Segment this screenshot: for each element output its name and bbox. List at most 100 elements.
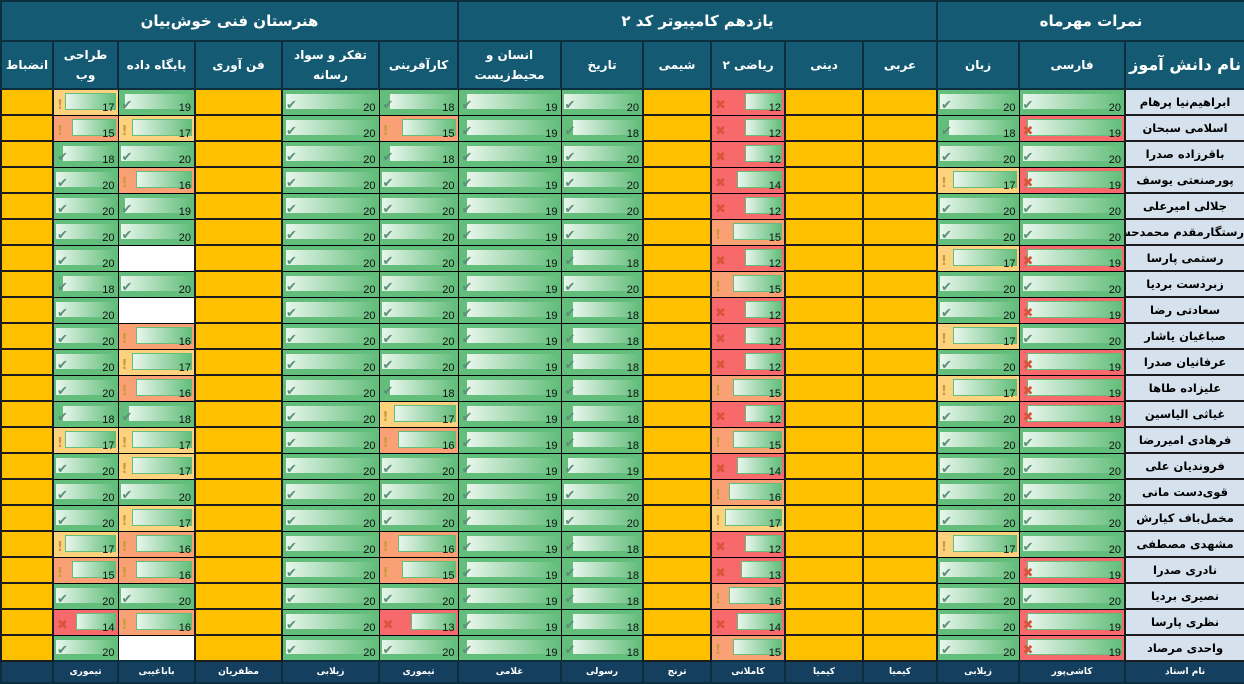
student-name[interactable]: فرهادی امیررضا	[1124, 426, 1244, 454]
teacher-name[interactable]: مظفریان	[194, 660, 284, 684]
grade-cell[interactable]: ✖ 19	[1018, 374, 1126, 402]
grade-cell[interactable]: ✔ 20	[378, 504, 459, 532]
grade-cell[interactable]: ! 17	[936, 166, 1020, 194]
empty-grade-cell[interactable]	[0, 114, 55, 142]
grade-cell[interactable]: ✔ 20	[52, 166, 119, 194]
student-name[interactable]: واحدی مرصاد	[1124, 634, 1244, 662]
empty-grade-cell[interactable]	[642, 530, 713, 558]
empty-grade-cell[interactable]	[642, 140, 713, 168]
empty-grade-cell[interactable]	[784, 348, 865, 376]
column-header[interactable]: انسان و محیط‌زیست	[457, 40, 563, 90]
teacher-name[interactable]: کیمیا	[862, 660, 939, 684]
grade-cell[interactable]: ✖ 12	[710, 400, 786, 428]
grade-cell[interactable]: ! 16	[117, 374, 196, 402]
grade-cell[interactable]: ✔ 20	[936, 608, 1020, 636]
grade-cell[interactable]: ✖ 12	[710, 140, 786, 168]
grade-cell[interactable]: ✔ 20	[281, 452, 380, 480]
grade-cell[interactable]: ✔ 19	[457, 322, 562, 350]
group-header[interactable]: نمرات مهرماه	[936, 0, 1244, 42]
grade-cell[interactable]: ✔ 19	[457, 114, 562, 142]
grade-cell[interactable]: ✖ 12	[710, 322, 786, 350]
grade-cell[interactable]: ✔ 20	[52, 244, 119, 272]
grade-cell[interactable]: ✔ 20	[936, 556, 1020, 584]
empty-grade-cell[interactable]	[642, 608, 713, 636]
grade-cell[interactable]: ✔ 18	[560, 400, 644, 428]
grade-cell[interactable]: ✔ 20	[281, 166, 380, 194]
grade-cell[interactable]: ✔ 20	[1018, 452, 1126, 480]
grade-cell[interactable]: ✔ 18	[560, 608, 644, 636]
student-name-header[interactable]: نام دانش آموز	[1124, 40, 1244, 90]
grade-cell[interactable]: ! 16	[117, 322, 196, 350]
grade-cell[interactable]: ✔ 19	[457, 478, 562, 506]
empty-grade-cell[interactable]	[0, 608, 55, 636]
grade-cell[interactable]: ✔ 20	[117, 140, 196, 168]
grade-cell[interactable]: ✔ 20	[936, 426, 1020, 454]
grade-cell[interactable]: ✔ 20	[1018, 582, 1126, 610]
grade-cell[interactable]: ✖ 19	[1018, 608, 1126, 636]
grade-cell[interactable]: ! 15	[710, 270, 786, 298]
empty-grade-cell[interactable]	[0, 348, 55, 376]
empty-grade-cell[interactable]	[862, 452, 939, 480]
grade-cell[interactable]: ✔ 20	[281, 322, 380, 350]
empty-grade-cell[interactable]	[642, 88, 713, 116]
grade-cell[interactable]: ✔ 20	[378, 192, 459, 220]
student-name[interactable]: غیاثی الیاسین	[1124, 400, 1244, 428]
student-name[interactable]: جلالی امیرعلی	[1124, 192, 1244, 220]
grade-cell[interactable]: ✖ 12	[710, 114, 786, 142]
student-name[interactable]: نظری پارسا	[1124, 608, 1244, 636]
empty-grade-cell[interactable]	[862, 348, 939, 376]
grade-cell[interactable]: ✔ 20	[52, 582, 119, 610]
grade-cell[interactable]: ✔ 20	[52, 374, 119, 402]
grade-cell[interactable]: ✔ 20	[936, 452, 1020, 480]
grade-cell[interactable]: ✔ 20	[52, 504, 119, 532]
student-name[interactable]: نادری صدرا	[1124, 556, 1244, 584]
grade-cell[interactable]: ✔ 20	[281, 270, 380, 298]
grade-cell[interactable]: ✔ 20	[281, 582, 380, 610]
empty-grade-cell[interactable]	[642, 556, 713, 584]
grade-cell[interactable]: ✔ 19	[457, 400, 562, 428]
column-header[interactable]: عربی	[862, 40, 939, 90]
grade-cell[interactable]: ! 16	[117, 166, 196, 194]
teacher-name[interactable]: غلامی	[457, 660, 563, 684]
grade-cell[interactable]: ✖ 12	[710, 244, 786, 272]
grade-cell[interactable]: ✔ 20	[281, 556, 380, 584]
student-name[interactable]: باقرزاده صدرا	[1124, 140, 1244, 168]
grade-cell[interactable]: ✔ 20	[378, 166, 459, 194]
empty-grade-cell[interactable]	[642, 452, 713, 480]
empty-grade-cell[interactable]	[194, 192, 284, 220]
grade-cell[interactable]: ! 17	[936, 530, 1020, 558]
empty-grade-cell[interactable]	[0, 400, 55, 428]
grade-cell[interactable]: ✔ 19	[457, 634, 562, 662]
grade-cell[interactable]: ✔ 20	[378, 296, 459, 324]
grade-cell[interactable]: ✔ 20	[281, 374, 380, 402]
grade-cell[interactable]: ✔ 18	[560, 426, 644, 454]
teacher-name[interactable]: رسولی	[560, 660, 645, 684]
student-name[interactable]: مشهدی مصطفی	[1124, 530, 1244, 558]
teacher-name[interactable]: کیمیا	[784, 660, 865, 684]
grade-cell[interactable]: ✔ 19	[457, 296, 562, 324]
grade-cell[interactable]: ✔ 20	[936, 634, 1020, 662]
empty-grade-cell[interactable]	[784, 244, 865, 272]
empty-grade-cell[interactable]	[194, 400, 284, 428]
grade-cell[interactable]: ✖ 12	[710, 530, 786, 558]
grade-cell[interactable]: ! 17	[52, 530, 119, 558]
student-name[interactable]: فروندیان علی	[1124, 452, 1244, 480]
grade-cell[interactable]: ✔ 20	[560, 88, 644, 116]
empty-grade-cell[interactable]	[194, 582, 284, 610]
empty-grade-cell[interactable]	[862, 88, 939, 116]
column-header[interactable]: تفکر و سواد رسانه	[281, 40, 381, 90]
empty-grade-cell[interactable]	[862, 374, 939, 402]
grade-cell[interactable]: ✔ 20	[936, 270, 1020, 298]
grade-cell[interactable]: ✔ 19	[457, 530, 562, 558]
teacher-name[interactable]	[0, 660, 55, 684]
empty-grade-cell[interactable]	[642, 296, 713, 324]
grade-cell[interactable]: ! 16	[378, 426, 459, 454]
grade-cell[interactable]: ✔ 20	[378, 322, 459, 350]
grade-cell[interactable]: ✔ 20	[936, 296, 1020, 324]
empty-grade-cell[interactable]	[194, 426, 284, 454]
empty-grade-cell[interactable]	[0, 88, 55, 116]
empty-grade-cell[interactable]	[784, 530, 865, 558]
grade-cell[interactable]: ✔ 18	[560, 244, 644, 272]
grade-cell[interactable]: ✔ 20	[560, 140, 644, 168]
empty-grade-cell[interactable]	[194, 634, 284, 662]
